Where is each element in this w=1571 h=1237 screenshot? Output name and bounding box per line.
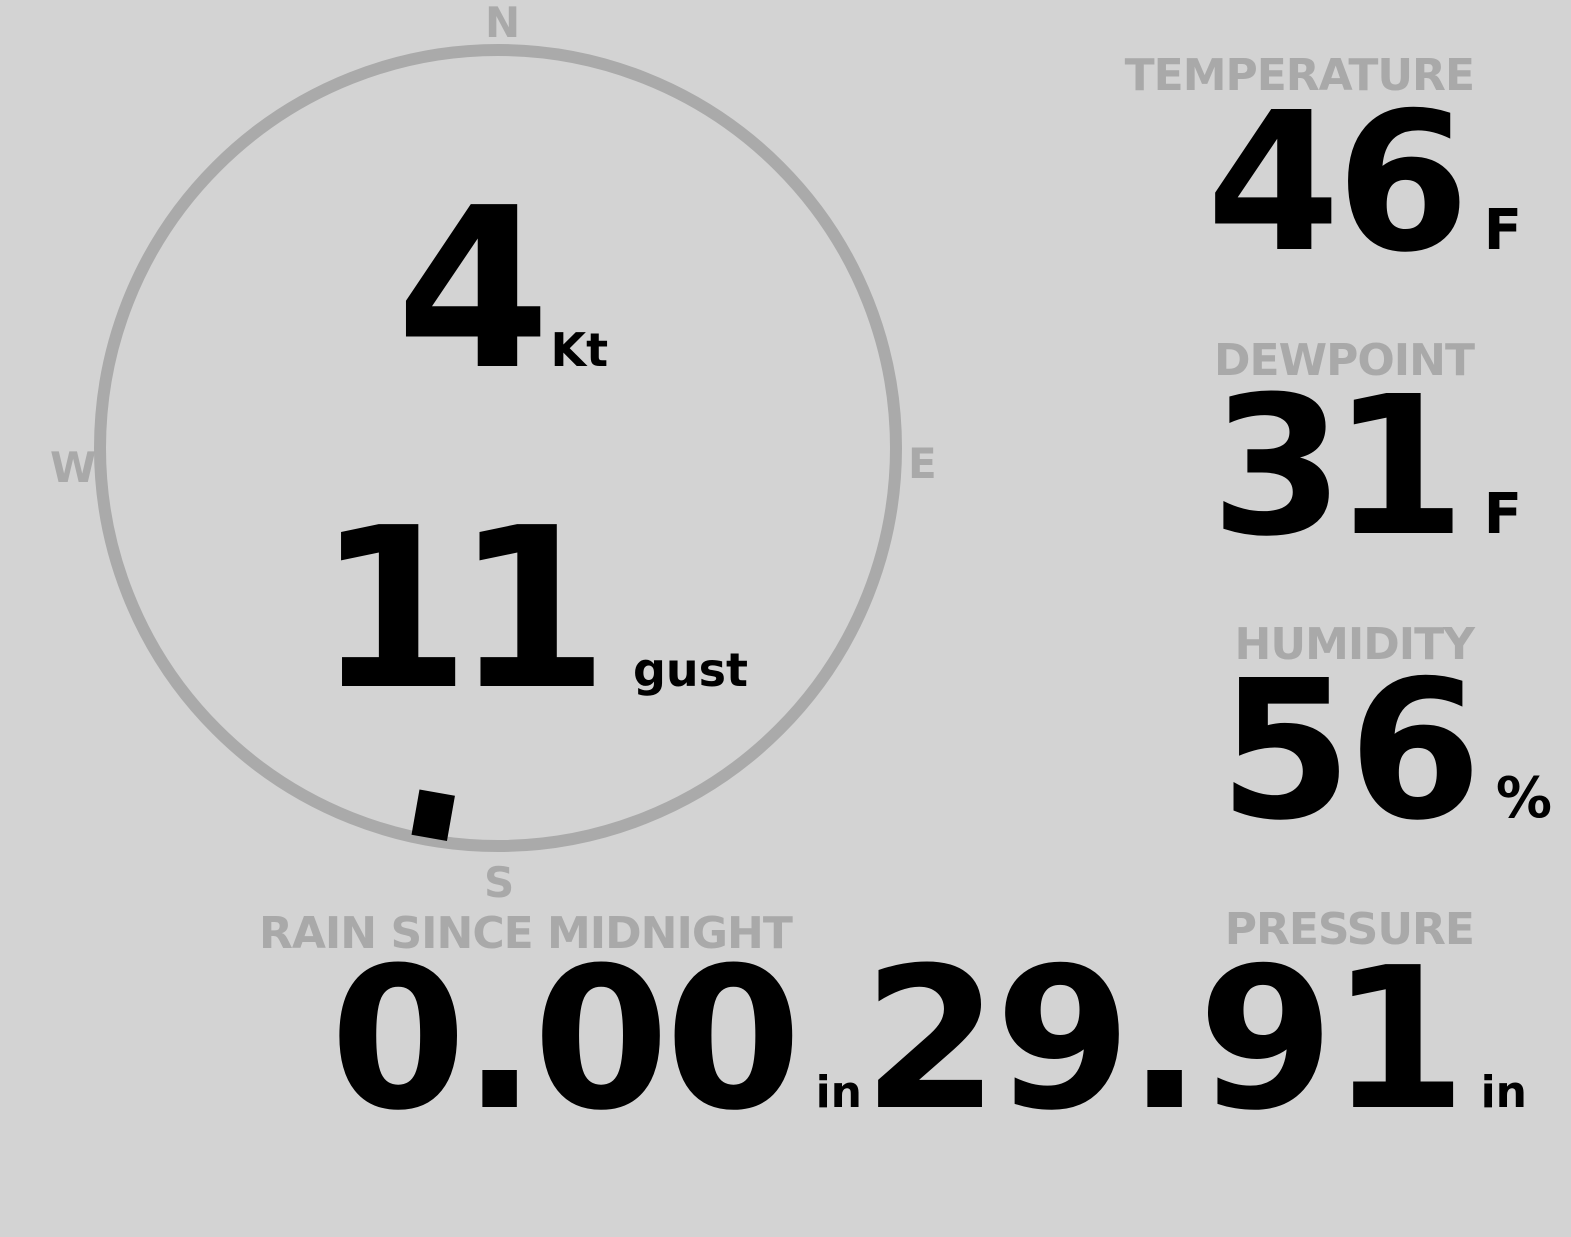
- humidity-row: 56 %: [1218, 640, 1552, 863]
- compass-ring: [94, 44, 902, 852]
- rain-value: 0.00: [330, 926, 802, 1154]
- dewpoint-value: 31: [1210, 356, 1466, 579]
- pressure-row: 29.91 in: [862, 926, 1527, 1154]
- pressure-value: 29.91: [862, 926, 1467, 1154]
- compass-west-label: W: [50, 443, 97, 492]
- temperature-unit: F: [1483, 198, 1522, 263]
- wind-speed-row: 4 Kt: [396, 161, 609, 419]
- compass-north-label: N: [485, 0, 521, 47]
- rain-label: RAIN SINCE MIDNIGHT: [259, 908, 793, 959]
- rain-unit: in: [815, 1067, 862, 1118]
- wind-gust-unit: gust: [632, 643, 748, 697]
- humidity-label: HUMIDITY: [1234, 619, 1475, 670]
- compass-east-label: E: [908, 439, 937, 488]
- humidity-value: 56: [1218, 640, 1482, 863]
- temperature-value: 46: [1206, 72, 1470, 295]
- wind-gust-value: 11: [316, 481, 609, 739]
- pressure-label: PRESSURE: [1224, 904, 1475, 955]
- wind-gust-row: 11 gust: [316, 481, 748, 739]
- pressure-unit: in: [1480, 1067, 1527, 1118]
- dewpoint-label: DEWPOINT: [1214, 335, 1475, 386]
- wind-direction-marker: [411, 789, 455, 842]
- compass-south-label: S: [484, 858, 515, 907]
- temperature-label: TEMPERATURE: [1124, 50, 1475, 101]
- humidity-unit: %: [1495, 766, 1552, 831]
- temperature-row: 46 F: [1206, 72, 1522, 295]
- dewpoint-unit: F: [1483, 482, 1522, 547]
- wind-speed-value: 4: [396, 161, 550, 419]
- rain-row: 0.00 in: [330, 926, 862, 1154]
- dewpoint-row: 31 F: [1210, 356, 1522, 579]
- wind-speed-unit: Kt: [550, 323, 609, 377]
